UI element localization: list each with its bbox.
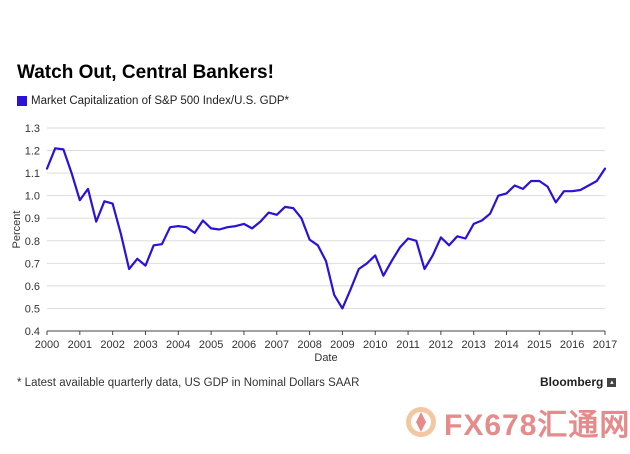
- x-tick-label: 2009: [330, 339, 354, 351]
- x-tick-label: 2013: [461, 339, 485, 351]
- y-tick-label: 0.7: [25, 258, 40, 270]
- x-tick-label: 2001: [68, 339, 92, 351]
- y-tick-label: 1.2: [25, 146, 40, 158]
- series-line: [45, 147, 607, 310]
- x-tick-label: 2004: [166, 339, 190, 351]
- chart-title: Watch Out, Central Bankers!: [17, 62, 274, 83]
- x-tick-label: 2012: [429, 339, 453, 351]
- x-tick-label: 2007: [265, 339, 289, 351]
- footnote: * Latest available quarterly data, US GD…: [17, 377, 360, 389]
- x-tick-label: 2015: [527, 339, 551, 351]
- y-tick-label: 1.0: [25, 191, 40, 203]
- fx678-logo-icon: [406, 407, 436, 437]
- y-tick-label: 0.9: [25, 213, 40, 225]
- brand-attribution: Bloomberg ▴: [540, 375, 617, 389]
- y-tick-label: 0.6: [25, 281, 40, 293]
- y-axis-label: Percent: [11, 211, 23, 249]
- brand-name: Bloomberg: [540, 375, 604, 389]
- x-tick-label: 2000: [35, 339, 59, 351]
- x-tick-label: 2017: [593, 339, 617, 351]
- x-tick-label: 2002: [100, 339, 124, 351]
- y-tick-label: 0.5: [25, 303, 40, 315]
- x-tick-label: 2008: [297, 339, 321, 351]
- x-tick-label: 2003: [133, 339, 157, 351]
- x-tick-label: 2016: [560, 339, 584, 351]
- x-tick-label: 2011: [396, 339, 420, 351]
- x-tick-label: 2010: [363, 339, 387, 351]
- y-tick-label: 1.1: [25, 168, 40, 180]
- legend-label: Market Capitalization of S&P 500 Index/U…: [31, 95, 290, 107]
- y-tick-label: 0.8: [25, 236, 40, 248]
- x-tick-label: 2005: [199, 339, 223, 351]
- y-tick-label: 0.4: [25, 326, 40, 338]
- bloomberg-logo-icon: ▴: [607, 377, 617, 387]
- line-chart: 0.4 0.5 0.6 0.7 0.8 0.9 1.0 1.1 1.2 1.3 2000 2001 20…: [11, 123, 617, 364]
- y-tick-label: 1.3: [25, 123, 40, 135]
- watermark: FX678汇通网: [404, 400, 630, 444]
- x-tick-label: 2014: [494, 339, 518, 351]
- legend: Market Capitalization of S&P 500 Index/U…: [17, 95, 289, 107]
- x-axis-label: Date: [314, 352, 337, 364]
- x-tick-label: 2006: [232, 339, 256, 351]
- watermark-text: FX678汇通网: [444, 409, 630, 442]
- legend-swatch: [17, 96, 27, 106]
